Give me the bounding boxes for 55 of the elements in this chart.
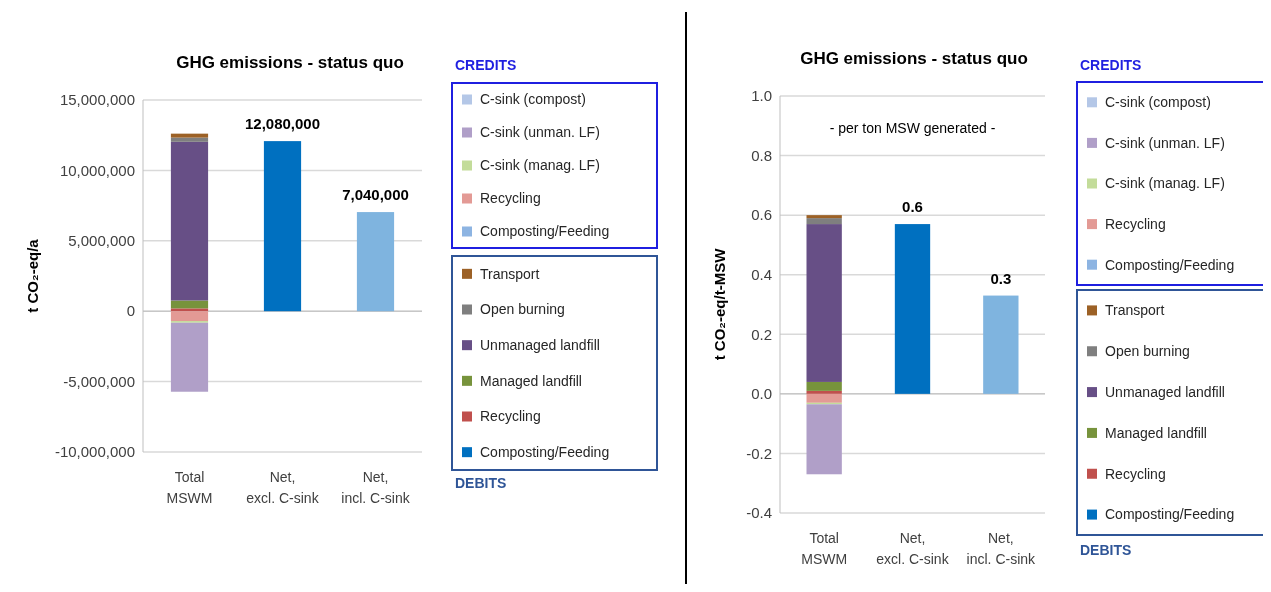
x-tick-label: Net, excl. C-sink bbox=[246, 469, 320, 506]
y-axis-title: t CO₂-eq/a bbox=[24, 238, 41, 313]
y-tick-label: 0.0 bbox=[751, 385, 772, 403]
y-tick-label: -0.4 bbox=[746, 504, 772, 522]
legend-label: C-sink (manag. LF) bbox=[480, 157, 600, 174]
legend-label: Recycling bbox=[1105, 465, 1166, 482]
legend-label: Unmanaged landfill bbox=[480, 337, 600, 354]
data-label: 0.3 bbox=[990, 269, 1012, 287]
x-tick-label: Net, excl. C-sink bbox=[876, 530, 950, 567]
y-tick-label: 0.2 bbox=[751, 325, 772, 343]
legend-label: Composting/Feeding bbox=[480, 444, 610, 461]
y-tick-label: 0.8 bbox=[751, 146, 772, 164]
chart-title: GHG emissions - status quo bbox=[800, 49, 1028, 68]
legend-label: Open burning bbox=[480, 301, 565, 318]
y-tick-label: 0 bbox=[126, 302, 135, 320]
y-tick-label: -0.2 bbox=[746, 444, 772, 462]
y-tick-label: -10,000,000 bbox=[54, 443, 135, 461]
legend-label: Open burning bbox=[1105, 343, 1190, 360]
legend-label: Transport bbox=[480, 265, 540, 282]
legend-label: C-sink (unman. LF) bbox=[1105, 134, 1225, 151]
legend-label: Composting/Feeding bbox=[480, 223, 610, 240]
legend-label: Recycling bbox=[480, 408, 541, 425]
legend-label: C-sink (unman. LF) bbox=[480, 124, 600, 141]
y-tick-label: -5,000,000 bbox=[63, 372, 135, 390]
data-label: 0.6 bbox=[902, 198, 923, 216]
y-axis-title: t CO₂-eq/t-MSW bbox=[711, 247, 728, 361]
text: - per ton MSW generated - bbox=[829, 120, 996, 136]
legend-label: C-sink (manag. LF) bbox=[1105, 175, 1225, 192]
text: CREDITS bbox=[1080, 57, 1142, 73]
text: DEBITS bbox=[455, 475, 507, 491]
text: CREDITS bbox=[455, 57, 517, 73]
y-tick-label: 1.0 bbox=[751, 87, 772, 105]
legend-label: Composting/Feeding bbox=[1105, 506, 1235, 523]
data-label: 12,080,000 bbox=[244, 115, 321, 133]
x-tick-label: Total MSWM bbox=[166, 469, 213, 506]
legend-label: Managed landfill bbox=[1105, 424, 1207, 441]
x-tick-label: Net, incl. C-sink bbox=[966, 530, 1037, 567]
x-tick-label: Net, incl. C-sink bbox=[341, 469, 411, 506]
legend-label: Managed landfill bbox=[480, 372, 582, 389]
legend-label: Composting/Feeding bbox=[1105, 256, 1235, 273]
y-tick-label: 15,000,000 bbox=[59, 91, 135, 109]
legend-label: C-sink (compost) bbox=[1105, 94, 1211, 111]
legend-label: Transport bbox=[1105, 302, 1165, 319]
chart-title: GHG emissions - status quo bbox=[176, 53, 404, 72]
legend-label: C-sink (compost) bbox=[480, 91, 586, 108]
text: DEBITS bbox=[1080, 542, 1132, 558]
y-tick-label: 0.4 bbox=[751, 265, 772, 283]
y-tick-label: 10,000,000 bbox=[59, 161, 135, 179]
x-tick-label: Total MSWM bbox=[801, 530, 848, 567]
data-label: 7,040,000 bbox=[342, 186, 409, 204]
legend-label: Unmanaged landfill bbox=[1105, 383, 1225, 400]
legend-label: Recycling bbox=[480, 190, 541, 207]
y-tick-label: 5,000,000 bbox=[68, 232, 135, 250]
legend-label: Recycling bbox=[1105, 216, 1166, 232]
y-tick-label: 0.6 bbox=[751, 206, 772, 224]
